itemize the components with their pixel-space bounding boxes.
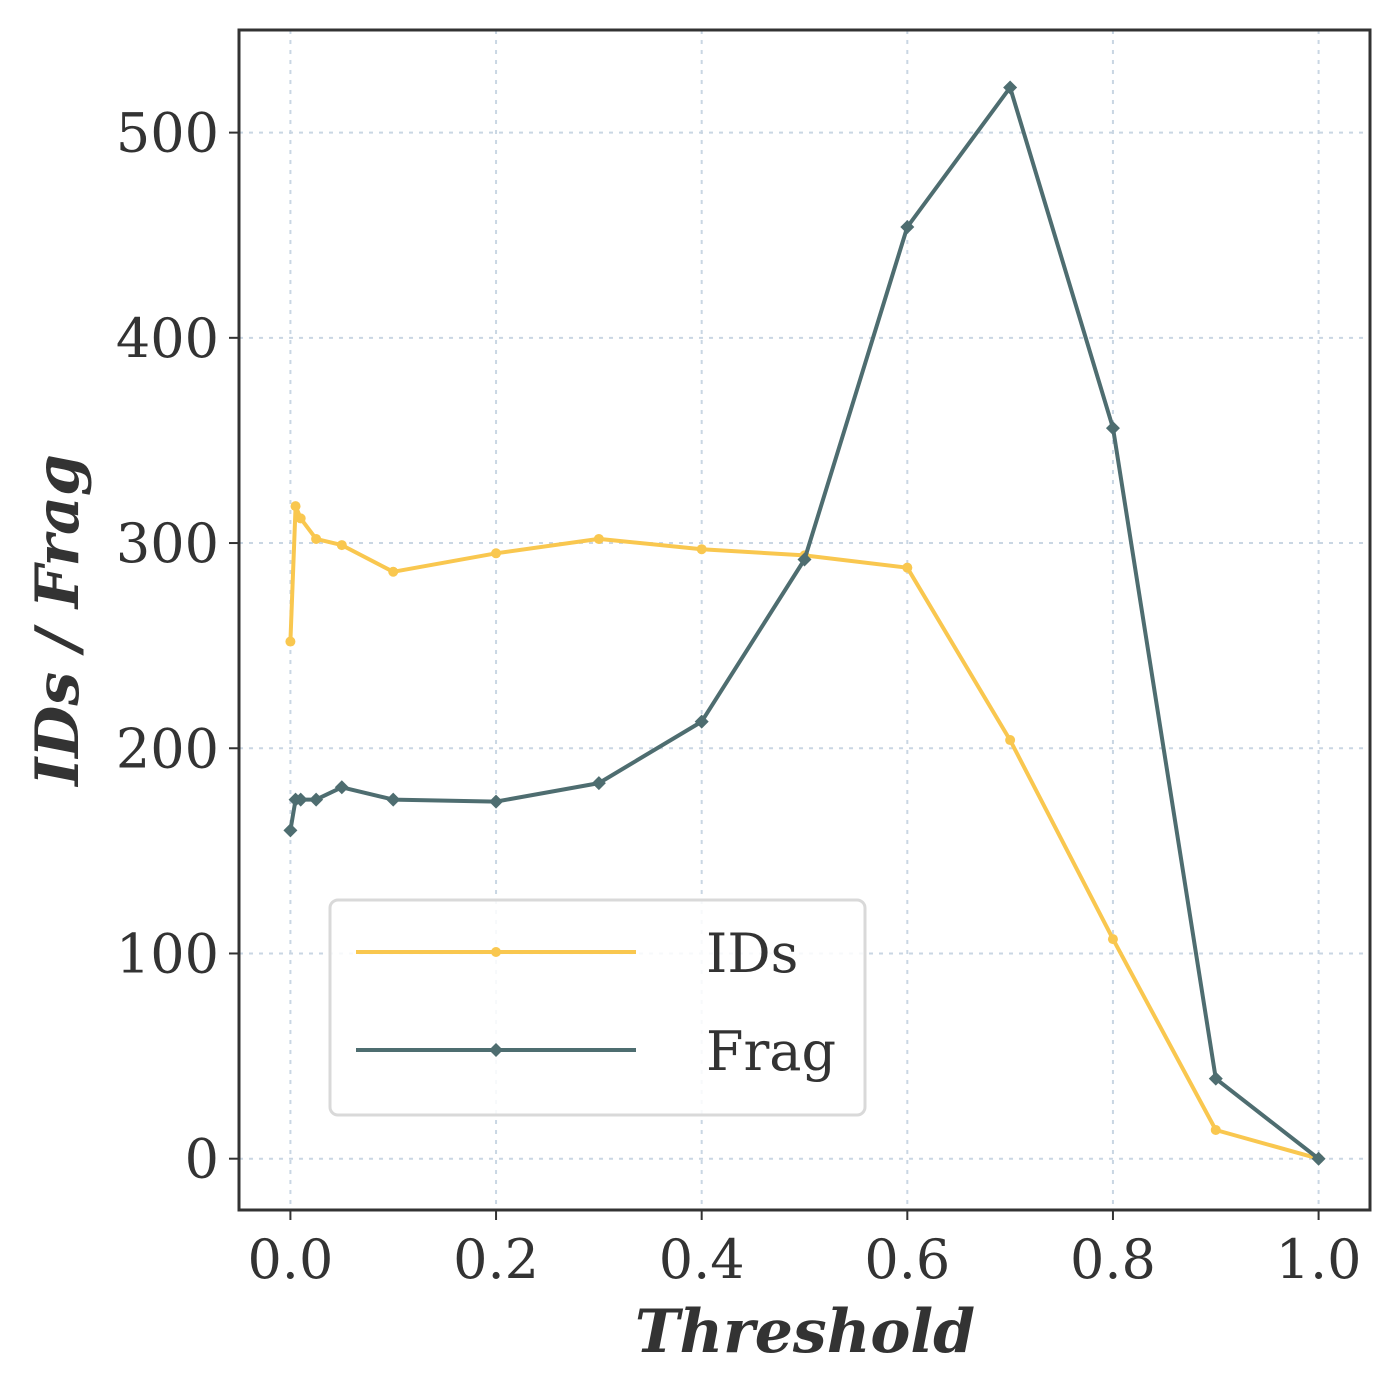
data-point-frag: [309, 792, 324, 807]
data-point-frag: [797, 552, 812, 567]
data-point-ids: [491, 548, 502, 559]
plot-frame: [237, 28, 1372, 1212]
legend: IDs Frag: [328, 898, 867, 1117]
x-tick-label: 0.8: [1070, 1228, 1156, 1291]
data-point-frag: [1208, 1071, 1223, 1086]
data-point-frag: [334, 780, 349, 795]
y-tick-label: 200: [116, 717, 219, 780]
data-point-ids: [593, 533, 604, 544]
x-tick-label: 0.2: [453, 1228, 539, 1291]
ticks: 0.0 0.2 0.4 0.6 0.8 1.0 0 100 200 300 400 500: [116, 102, 1362, 1291]
legend-ids-marker: [491, 947, 501, 957]
data-point-ids: [1210, 1124, 1221, 1135]
series-ids: [285, 501, 1324, 1164]
data-point-frag: [283, 823, 298, 838]
y-tick-label: 400: [116, 307, 219, 370]
data-point-ids: [285, 636, 296, 647]
data-point-ids: [311, 533, 322, 544]
data-point-frag: [1311, 1151, 1326, 1166]
data-point-ids: [388, 566, 399, 577]
data-point-frag: [591, 776, 606, 791]
data-point-ids: [696, 544, 707, 555]
x-tick-label: 0.6: [864, 1228, 950, 1291]
data-point-frag: [1105, 421, 1120, 436]
data-point-frag: [293, 792, 308, 807]
data-point-frag: [900, 220, 915, 235]
data-point-ids: [1107, 934, 1118, 945]
series-layer: [283, 80, 1326, 1166]
x-axis-title: Threshold: [635, 1297, 975, 1367]
legend-frag-marker: [489, 1043, 503, 1057]
y-tick-label: 500: [116, 102, 219, 165]
legend-ids-label: IDs: [706, 922, 798, 985]
data-point-ids: [902, 562, 913, 573]
data-point-frag: [489, 794, 504, 809]
y-axis-title: IDs / Frag: [23, 454, 93, 788]
x-tick-label: 0.0: [247, 1228, 333, 1291]
series-frag: [283, 80, 1326, 1166]
data-point-ids: [1005, 735, 1016, 746]
data-point-frag: [386, 792, 401, 807]
legend-frag-label: Frag: [706, 1020, 836, 1083]
data-point-frag: [694, 714, 709, 729]
data-point-ids: [336, 540, 347, 551]
data-point-ids: [295, 513, 306, 524]
data-point-ids: [290, 501, 301, 512]
data-point-frag: [1003, 80, 1018, 95]
x-tick-label: 1.0: [1276, 1228, 1362, 1291]
y-tick-label: 0: [185, 1128, 219, 1191]
y-tick-label: 100: [116, 922, 219, 985]
y-tick-label: 300: [116, 512, 219, 575]
x-tick-label: 0.4: [659, 1228, 745, 1291]
